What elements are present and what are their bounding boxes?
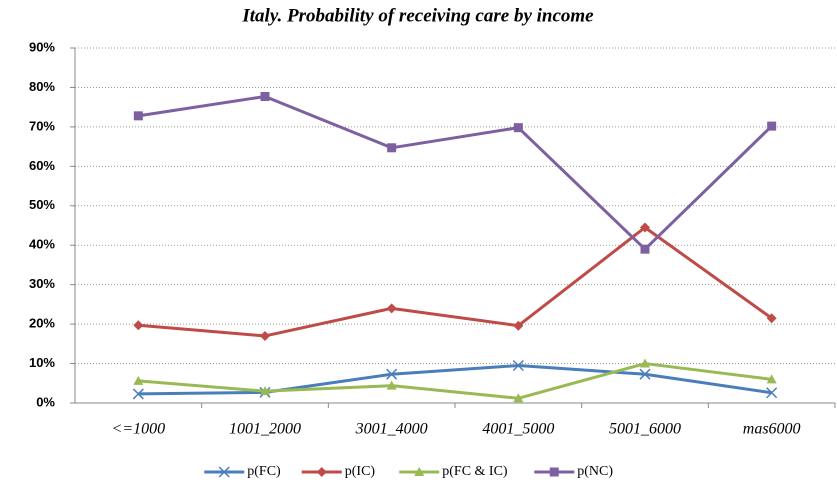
y-tick-label: 70% (29, 118, 55, 133)
y-tick-label: 30% (29, 276, 55, 291)
x-tick-label: <=1000 (112, 421, 166, 438)
marker (766, 387, 778, 399)
marker (513, 320, 524, 331)
marker (386, 380, 397, 390)
marker (386, 303, 397, 314)
marker (132, 388, 144, 400)
y-tick-label: 10% (29, 355, 55, 370)
x-tick-label: 5001_6000 (609, 421, 681, 438)
series-line (138, 95, 773, 251)
marker (260, 92, 270, 102)
legend-label: p(FC & IC) (442, 464, 508, 479)
y-tick-label: 80% (29, 79, 55, 94)
marker (133, 320, 144, 331)
marker (512, 359, 524, 372)
marker (260, 386, 270, 396)
marker (766, 374, 777, 384)
legend-label: p(NC) (577, 464, 613, 479)
y-tick-label: 90% (29, 39, 55, 54)
marker (386, 368, 398, 380)
y-tick-label: 40% (29, 237, 55, 252)
legend-marker (414, 467, 425, 476)
series-line (138, 225, 773, 338)
chart-title: Italy. Probability of receiving care by … (241, 5, 594, 26)
marker (640, 244, 650, 254)
marker (133, 111, 143, 121)
marker (387, 143, 397, 153)
legend-marker (316, 467, 327, 477)
y-tick-label: 50% (29, 197, 55, 212)
marker (640, 222, 650, 233)
marker (767, 121, 777, 131)
legend-marker (549, 467, 559, 477)
series-line (138, 364, 772, 396)
y-tick-label: 20% (29, 316, 55, 331)
marker (640, 358, 650, 368)
series-line (138, 362, 772, 400)
marker (260, 330, 270, 341)
legend-label: p(FC) (247, 464, 281, 479)
y-tick-label: 0% (36, 394, 55, 409)
legend-label: p(IC) (345, 464, 376, 479)
x-tick-label: 1001_2000 (229, 421, 301, 438)
x-tick-label: 4001_5000 (482, 421, 554, 438)
legend-marker (218, 466, 230, 478)
marker (639, 368, 651, 380)
marker (133, 375, 144, 385)
marker (513, 123, 523, 133)
x-tick-label: mas6000 (743, 421, 801, 438)
marker (513, 393, 524, 403)
x-tick-label: 3001_4000 (355, 421, 428, 438)
marker (766, 313, 777, 324)
y-tick-label: 60% (29, 158, 55, 173)
